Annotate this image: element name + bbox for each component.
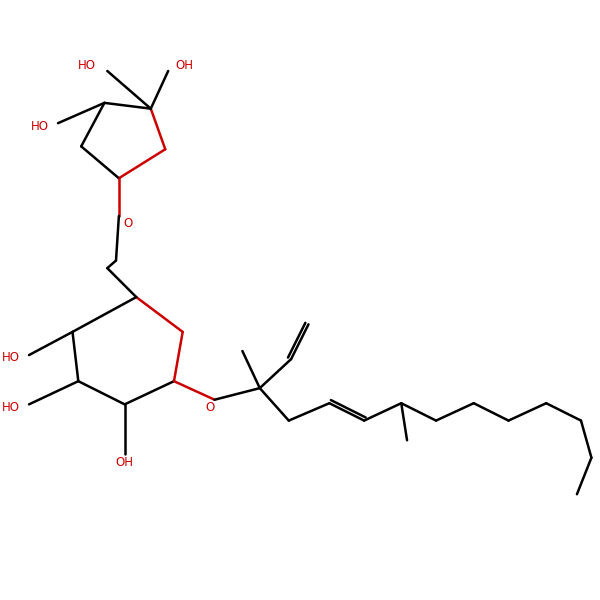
Text: OH: OH: [116, 456, 134, 469]
Text: O: O: [123, 217, 132, 230]
Text: OH: OH: [175, 59, 193, 71]
Text: HO: HO: [2, 401, 20, 414]
Text: HO: HO: [78, 59, 96, 71]
Text: HO: HO: [31, 119, 49, 133]
Text: O: O: [205, 401, 215, 415]
Text: HO: HO: [2, 352, 20, 364]
